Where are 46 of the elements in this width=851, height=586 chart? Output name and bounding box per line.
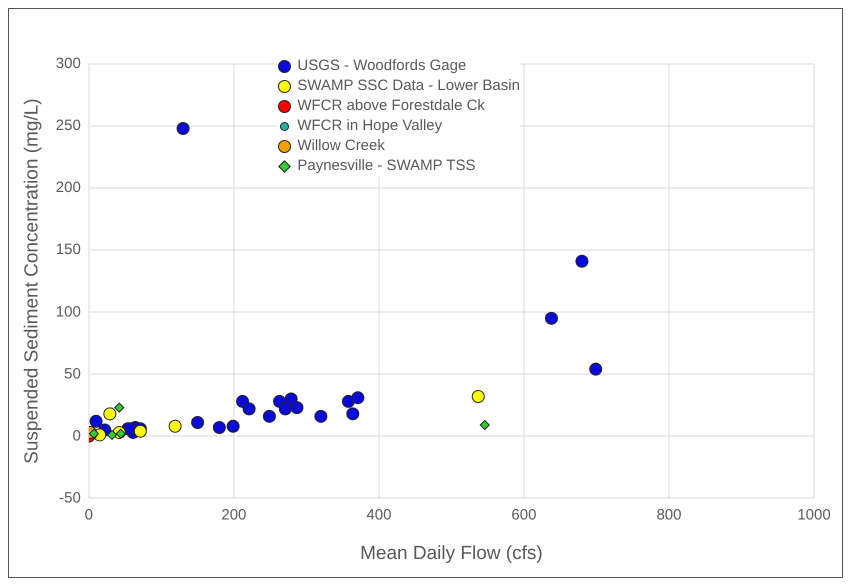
point xyxy=(290,401,304,414)
y-tick-label: -50 xyxy=(59,489,81,506)
x-tick-label: 1000 xyxy=(797,506,831,524)
legend-label: SWAMP SSC Data - Lower Basin xyxy=(297,76,520,96)
point xyxy=(575,254,588,268)
y-tick-label: 200 xyxy=(56,179,81,196)
y-tick-label: 100 xyxy=(56,303,81,320)
point xyxy=(176,122,190,136)
x-tick-label: 400 xyxy=(366,506,392,524)
point xyxy=(168,420,182,433)
x-tick-label: 600 xyxy=(511,506,536,524)
point xyxy=(351,391,364,404)
point xyxy=(191,416,204,430)
point xyxy=(103,407,116,420)
x-tick-label: 0 xyxy=(84,506,93,524)
point xyxy=(134,424,147,438)
y-tick-label: 0 xyxy=(72,427,81,444)
point xyxy=(116,428,126,439)
point xyxy=(212,420,226,434)
y-tick-label: 250 xyxy=(56,117,81,134)
point xyxy=(278,402,292,416)
legend-label: USGS - Woodfords Gage xyxy=(297,56,466,76)
point xyxy=(262,410,276,423)
point xyxy=(472,390,485,403)
y-tick-label: 150 xyxy=(56,241,81,258)
y-tick-label: 50 xyxy=(64,365,81,382)
legend-label: WFCR in Hope Valley xyxy=(297,116,442,136)
point xyxy=(107,430,118,440)
y-axis-title: Suspended Sediment Concentration (mg/L) xyxy=(22,98,43,464)
legend-label: Willow Creek xyxy=(297,136,385,156)
y-tick-label: 300 xyxy=(56,55,81,72)
point xyxy=(90,414,103,428)
legend-label: Paynesville - SWAMP TSS xyxy=(297,156,476,176)
point xyxy=(314,410,328,423)
point xyxy=(589,362,602,376)
point xyxy=(480,420,490,430)
point xyxy=(114,402,124,413)
point xyxy=(346,407,360,420)
point xyxy=(284,392,298,406)
x-axis-title: Mean Daily Flow (cfs) xyxy=(360,542,543,564)
x-tick-label: 200 xyxy=(221,506,246,524)
x-tick-label: 800 xyxy=(656,506,682,524)
point xyxy=(242,402,256,416)
point xyxy=(544,312,558,325)
legend-label: WFCR above Forestdale Ck xyxy=(297,96,485,116)
point xyxy=(226,420,240,433)
